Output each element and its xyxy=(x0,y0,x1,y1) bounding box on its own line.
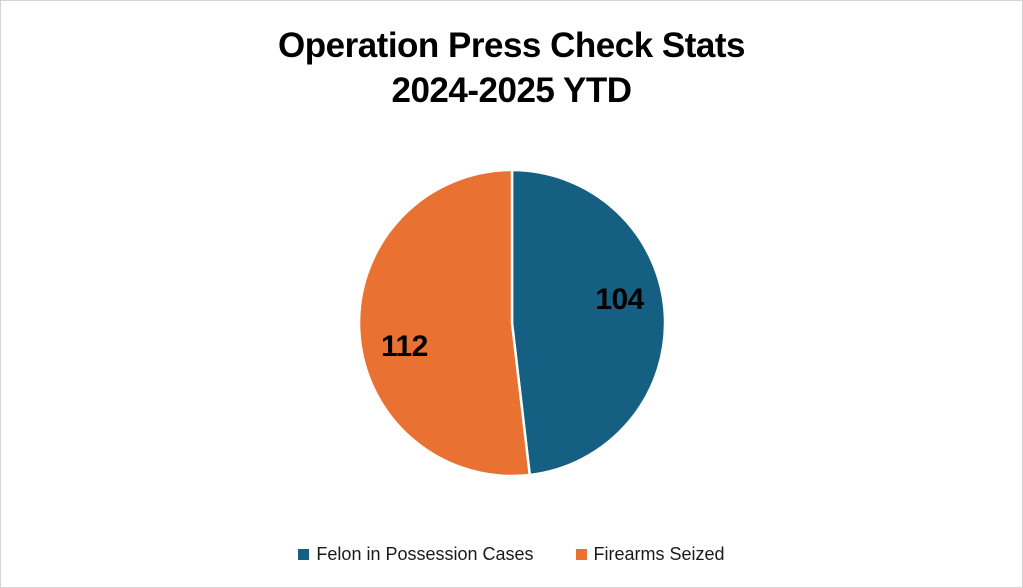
chart-title: Operation Press Check Stats 2024-2025 YT… xyxy=(1,23,1022,113)
legend-label: Firearms Seized xyxy=(593,543,725,564)
chart-title-line-2: 2024-2025 YTD xyxy=(391,71,632,110)
chart-title-line-1: Operation Press Check Stats xyxy=(278,26,745,65)
legend-swatch-blue-icon xyxy=(298,548,310,560)
legend: Felon in Possession Cases Firearms Seize… xyxy=(1,535,1022,573)
pie-slice-0 xyxy=(510,168,667,477)
legend-item-firearms-seized: Firearms Seized xyxy=(575,543,725,565)
legend-item-felon-in-possession-cases: Felon in Possession Cases xyxy=(298,543,534,565)
pie-slice-1 xyxy=(357,168,532,478)
legend-swatch-orange-icon xyxy=(575,548,587,560)
pie-data-label-1: 112 xyxy=(381,330,428,363)
pie-data-label-0: 104 xyxy=(595,283,644,316)
legend-label: Felon in Possession Cases xyxy=(316,543,534,564)
